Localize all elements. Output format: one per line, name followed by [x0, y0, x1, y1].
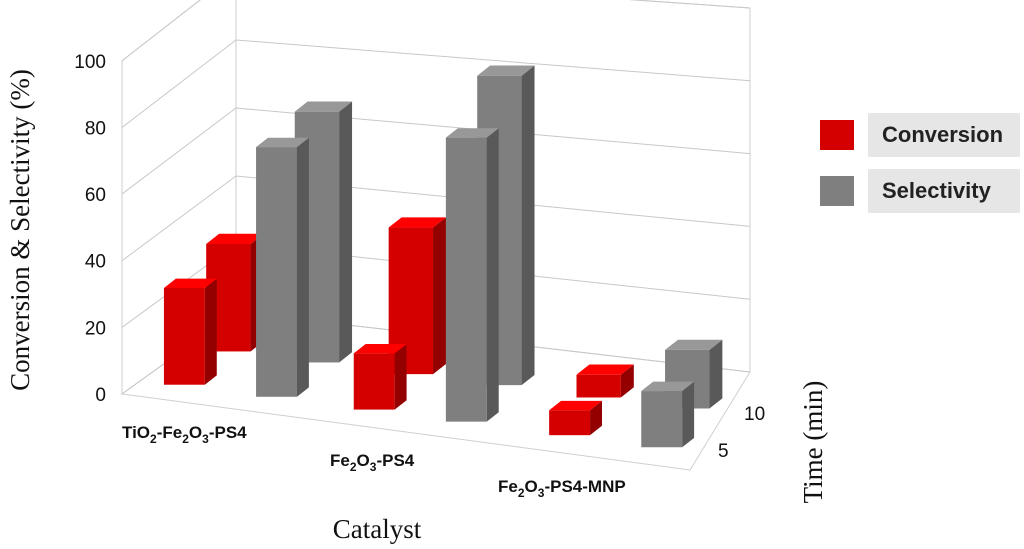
bar-conversion-1-t5 — [353, 344, 407, 410]
bar-conversion-1-t10 — [388, 217, 446, 375]
category-label: Fe2O3-PS4-MNP — [498, 477, 626, 500]
y-tick-labels: 0 20 40 60 80 100 — [74, 52, 106, 406]
category-label: Fe2O3-PS4 — [330, 451, 415, 474]
category-labels: TiO2-Fe2O3-PS4 Fe2O3-PS4 Fe2O3-PS4-MNP — [122, 423, 626, 500]
legend-swatch-selectivity — [820, 176, 854, 206]
gridline — [121, 107, 751, 195]
bars — [163, 65, 723, 448]
y-tick-label: 40 — [85, 252, 106, 273]
bar-conversion-0-t5 — [163, 278, 217, 385]
depth-tick-label: 10 — [744, 404, 765, 425]
y-tick-label: 20 — [85, 318, 106, 339]
y-tick-label: 100 — [74, 52, 106, 73]
bar-conversion-2-t5 — [549, 400, 602, 436]
gridline — [121, 0, 751, 62]
y-tick-label: 60 — [85, 185, 106, 206]
y-axis-label: Conversion & Selectivity (%) — [5, 69, 35, 391]
gridline — [121, 39, 751, 128]
bar-selectivity-0-t5 — [256, 137, 309, 397]
depth-tick-labels: 5 10 — [718, 404, 765, 462]
legend-item-conversion: Conversion — [820, 112, 1020, 158]
legend: Conversion Selectivity — [820, 112, 1020, 224]
y-tick-label: 0 — [95, 385, 106, 406]
bar-selectivity-1-t5 — [445, 128, 499, 422]
z-axis-label: Time (min) — [798, 381, 828, 504]
legend-label-conversion: Conversion — [868, 113, 1020, 157]
legend-swatch-conversion — [820, 120, 854, 150]
legend-item-selectivity: Selectivity — [820, 168, 1020, 214]
x-axis-label: Catalyst — [333, 514, 422, 544]
legend-label-selectivity: Selectivity — [868, 169, 1020, 213]
category-label: TiO2-Fe2O3-PS4 — [122, 423, 247, 446]
y-tick-label: 80 — [85, 118, 106, 139]
gridline — [121, 175, 751, 262]
depth-tick-label: 5 — [718, 441, 729, 462]
bar-selectivity-2-t5 — [641, 381, 695, 448]
bar-conversion-2-t10 — [576, 364, 634, 398]
